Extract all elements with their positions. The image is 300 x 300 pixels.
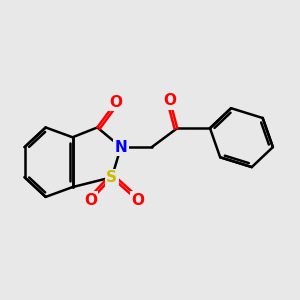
Text: O: O <box>109 95 122 110</box>
Text: S: S <box>106 170 117 185</box>
Text: N: N <box>115 140 127 154</box>
Text: O: O <box>84 193 97 208</box>
Text: O: O <box>164 93 176 108</box>
Text: O: O <box>131 193 144 208</box>
